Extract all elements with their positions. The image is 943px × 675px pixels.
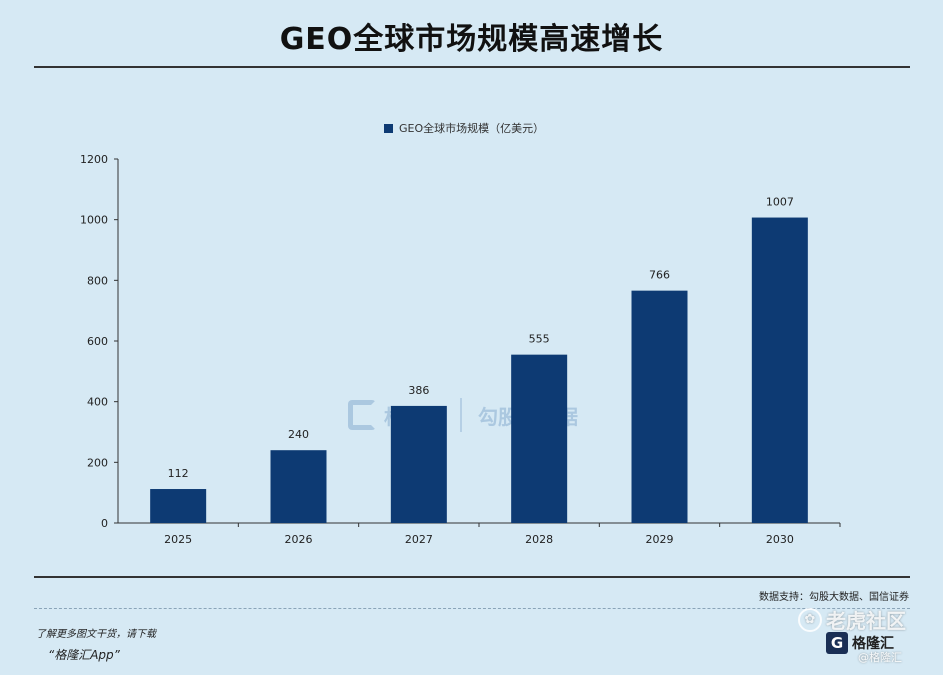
y-tick-label: 800 bbox=[87, 274, 108, 287]
promo-line-2: “格隆汇App” bbox=[48, 648, 120, 662]
x-tick-label: 2027 bbox=[405, 533, 433, 546]
data-label: 240 bbox=[288, 428, 309, 441]
bottom-divider bbox=[34, 576, 910, 578]
y-tick-label: 400 bbox=[87, 396, 108, 409]
bar bbox=[150, 489, 207, 523]
watermark-logo-icon bbox=[348, 400, 376, 430]
brand-logo: G 格隆汇 bbox=[826, 632, 894, 654]
brand-label: 格隆汇 bbox=[852, 636, 894, 652]
top-divider bbox=[34, 66, 910, 68]
y-tick-label: 1200 bbox=[80, 153, 108, 166]
x-tick-label: 2025 bbox=[164, 533, 192, 546]
watermark-separator bbox=[460, 398, 462, 432]
y-tick-label: 600 bbox=[87, 335, 108, 348]
chart-legend: GEO全球市场规模（亿美元） bbox=[384, 120, 544, 136]
promo-line-1: 了解更多图文干货，请下载 bbox=[36, 629, 156, 640]
legend-label: GEO全球市场规模（亿美元） bbox=[399, 122, 545, 135]
data-label: 112 bbox=[168, 467, 189, 480]
data-label: 766 bbox=[649, 269, 670, 282]
brand-icon: G bbox=[826, 632, 848, 654]
x-tick-label: 2028 bbox=[525, 533, 553, 546]
community-label: 老虎社区 bbox=[826, 609, 906, 633]
page-title: GEO全球市场规模高速增长 bbox=[279, 22, 664, 57]
data-label: 1007 bbox=[766, 196, 794, 209]
bar bbox=[751, 217, 808, 523]
dashed-divider bbox=[34, 608, 910, 609]
bar bbox=[390, 405, 447, 523]
y-tick-label: 0 bbox=[101, 517, 108, 530]
author-handle: @格隆汇 bbox=[858, 651, 902, 664]
tiger-logo-icon: ✿ bbox=[798, 607, 822, 632]
x-tick-label: 2029 bbox=[646, 533, 674, 546]
source-note: 数据支持：勾股大数据、国信证券 bbox=[759, 592, 909, 603]
bar bbox=[270, 450, 327, 523]
bar bbox=[511, 354, 568, 523]
community-watermark: ✿ 老虎社区 bbox=[798, 605, 906, 634]
x-tick-label: 2030 bbox=[766, 533, 794, 546]
bar bbox=[631, 290, 688, 523]
legend-swatch bbox=[384, 123, 393, 133]
x-tick-label: 2026 bbox=[285, 533, 313, 546]
y-tick-label: 200 bbox=[87, 456, 108, 469]
y-tick-label: 1000 bbox=[80, 214, 108, 227]
data-label: 555 bbox=[529, 333, 550, 346]
data-label: 386 bbox=[408, 384, 429, 397]
